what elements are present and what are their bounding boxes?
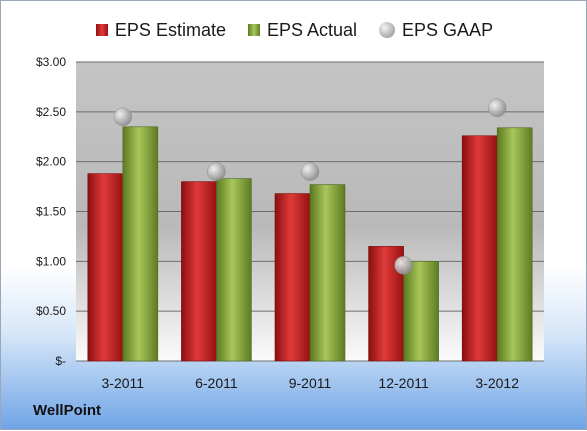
bar-eps-actual xyxy=(496,127,533,362)
bar-eps-estimate xyxy=(461,135,498,362)
point-eps-gaap xyxy=(300,162,320,181)
y-tick-label: $3.00 xyxy=(36,55,66,69)
y-tick-label: $2.50 xyxy=(36,105,66,119)
y-tick-label: $0.50 xyxy=(36,304,66,318)
x-tick-label: 3-2011 xyxy=(102,375,145,391)
legend-item-actual: EPS Actual xyxy=(247,19,358,41)
x-tick-label: 9-2011 xyxy=(289,375,332,391)
legend-item-estimate: EPS Estimate xyxy=(95,19,226,41)
bar-eps-estimate xyxy=(181,181,217,362)
x-tick-label: 3-2012 xyxy=(475,375,519,391)
brand-label: WellPoint xyxy=(33,402,102,419)
legend-label-estimate: EPS Estimate xyxy=(114,19,226,40)
y-tick-label: $2.00 xyxy=(36,155,66,169)
y-tick-label: $1.50 xyxy=(36,205,66,219)
legend-item-gaap: EPS GAAP xyxy=(379,20,493,41)
legend-swatch-actual xyxy=(247,24,260,36)
point-eps-gaap xyxy=(207,162,226,181)
bar-eps-estimate xyxy=(87,173,124,362)
chart-legend: EPS Estimate EPS Actual EPS GAAP xyxy=(1,15,587,45)
legend-label-gaap: EPS GAAP xyxy=(402,19,494,40)
y-tick-label: $1.00 xyxy=(36,254,66,268)
point-eps-gaap xyxy=(113,107,133,127)
bar-eps-actual xyxy=(403,261,439,362)
bar-eps-actual xyxy=(122,126,159,362)
bar-eps-actual xyxy=(309,184,346,362)
legend-swatch-gaap xyxy=(379,22,396,38)
point-eps-gaap xyxy=(394,256,413,275)
x-tick-label: 6-2011 xyxy=(195,375,238,391)
bar-eps-estimate xyxy=(274,193,311,362)
point-eps-gaap xyxy=(487,98,507,118)
bar-eps-actual xyxy=(216,178,252,362)
x-tick-label: 12-2011 xyxy=(378,375,429,391)
legend-label-actual: EPS Actual xyxy=(266,19,358,40)
legend-swatch-estimate xyxy=(95,24,108,36)
y-tick-label: $- xyxy=(55,354,66,368)
